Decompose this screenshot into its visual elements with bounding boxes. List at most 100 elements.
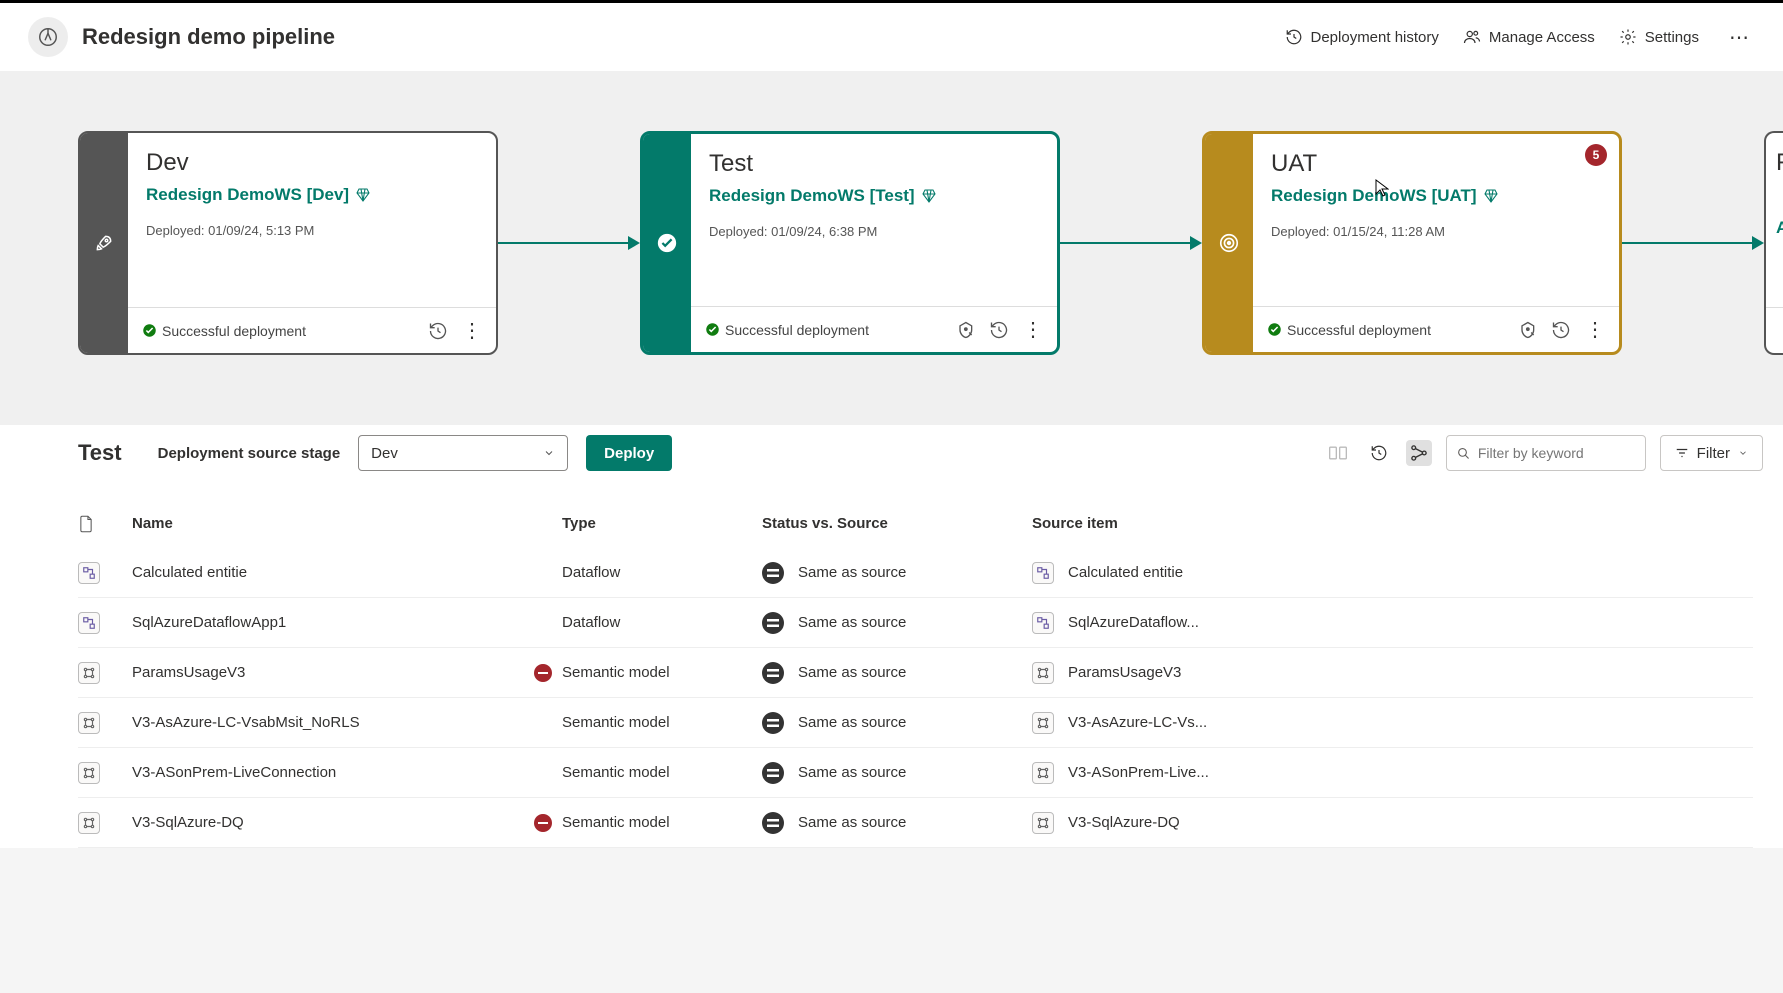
col-header-name[interactable]: Name	[132, 515, 562, 532]
stage-workspace-uat[interactable]: Redesign DemoWS [UAT]	[1271, 186, 1601, 206]
item-status: Same as source	[798, 714, 906, 731]
table-row[interactable]: SqlAzureDataflowApp1DataflowSame as sour…	[78, 598, 1753, 648]
col-header-source[interactable]: Source item	[1032, 515, 1753, 532]
gear-icon	[1619, 28, 1637, 46]
rules-icon[interactable]	[955, 320, 975, 340]
filter-icon	[1675, 446, 1689, 460]
cursor-icon	[1375, 179, 1389, 197]
table-row[interactable]: V3-ASonPrem-LiveConnection Semantic model…	[78, 748, 1753, 798]
deploy-button[interactable]: Deploy	[586, 435, 672, 471]
stage-card-uat[interactable]: 5 UAT Redesign DemoWS [UAT] Deployed: 01…	[1202, 131, 1622, 355]
table-row[interactable]: V3-SqlAzure-DQSemantic modelSame as sour…	[78, 798, 1753, 848]
item-type: Semantic model	[562, 714, 762, 731]
filter-button-label: Filter	[1697, 445, 1730, 462]
refresh-icon[interactable]	[1366, 440, 1392, 466]
people-icon	[1463, 28, 1481, 46]
warning-icon	[534, 814, 552, 832]
manage-access-button[interactable]: Manage Access	[1463, 28, 1595, 46]
history-icon[interactable]	[989, 320, 1009, 340]
table-row[interactable]: V3-AsAzure-LC-VsabMsit_NoRLS Semantic mod…	[78, 698, 1753, 748]
source-item-name: V3-AsAzure-LC-Vs...	[1068, 714, 1207, 731]
stage-workspace-dev[interactable]: Redesign DemoWS [Dev]	[146, 185, 478, 205]
status-equal-icon	[762, 662, 784, 684]
model-icon	[1032, 662, 1054, 684]
source-stage-value: Dev	[371, 445, 398, 462]
compare-view-icon[interactable]	[1324, 440, 1352, 466]
item-status: Same as source	[798, 764, 906, 781]
lower-toolbar: Filter	[1324, 435, 1763, 471]
source-item-name: V3-ASonPrem-Live...	[1068, 764, 1209, 781]
stage-card-test[interactable]: Test Redesign DemoWS [Test] Deployed: 01…	[640, 131, 1060, 355]
table-row[interactable]: Calculated entitieDataflowSame as source…	[78, 548, 1753, 598]
status-equal-icon	[762, 562, 784, 584]
model-icon	[1032, 712, 1054, 734]
stage-footer-test: Successful deployment ⋮	[691, 306, 1057, 352]
search-icon	[1457, 446, 1470, 461]
history-icon[interactable]	[428, 321, 448, 341]
header: Redesign demo pipeline Deployment histor…	[0, 3, 1783, 71]
item-name: V3-ASonPrem-LiveConnection	[132, 764, 336, 781]
source-item-name: ParamsUsageV3	[1068, 664, 1181, 681]
item-name: ParamsUsageV3	[132, 664, 245, 681]
header-left: Redesign demo pipeline	[28, 17, 335, 57]
stage-card-dev[interactable]: Dev Redesign DemoWS [Dev] Deployed: 01/0…	[78, 131, 498, 355]
stage-card-partial[interactable]: F A	[1764, 131, 1783, 355]
item-name: V3-SqlAzure-DQ	[132, 814, 244, 831]
history-icon[interactable]	[1551, 320, 1571, 340]
item-name: V3-AsAzure-LC-VsabMsit_NoRLS	[132, 714, 360, 731]
rules-icon[interactable]	[1517, 320, 1537, 340]
table-row[interactable]: ParamsUsageV3Semantic modelSame as sourc…	[78, 648, 1753, 698]
stages-row: Dev Redesign DemoWS [Dev] Deployed: 01/0…	[0, 131, 1783, 355]
item-type: Semantic model	[562, 764, 762, 781]
source-stage-select[interactable]: Dev	[358, 435, 568, 471]
chevron-down-icon	[543, 447, 555, 459]
filter-button[interactable]: Filter	[1660, 435, 1763, 471]
model-icon	[78, 662, 100, 684]
partial-name: F	[1766, 133, 1783, 218]
col-header-status[interactable]: Status vs. Source	[762, 515, 1032, 532]
item-name: SqlAzureDataflowApp1	[132, 614, 286, 631]
stage-badge-uat[interactable]: 5	[1585, 144, 1607, 166]
stage-more-uat[interactable]: ⋮	[1585, 317, 1605, 342]
partial-ws: A	[1766, 218, 1783, 238]
diamond-icon	[921, 188, 937, 204]
stage-sidebar-uat	[1205, 134, 1253, 352]
success-icon	[1267, 322, 1282, 337]
stage-workspace-test[interactable]: Redesign DemoWS [Test]	[709, 186, 1039, 206]
filter-keyword-field[interactable]	[1478, 445, 1635, 461]
stage-more-dev[interactable]: ⋮	[462, 318, 482, 343]
stage-more-test[interactable]: ⋮	[1023, 317, 1043, 342]
source-stage-label: Deployment source stage	[158, 445, 341, 462]
deployment-history-label: Deployment history	[1311, 29, 1439, 46]
diamond-icon	[1483, 188, 1499, 204]
rocket-icon	[94, 233, 114, 253]
success-icon	[705, 322, 720, 337]
stage-sidebar-test	[643, 134, 691, 352]
stage-status-uat: Successful deployment	[1287, 322, 1431, 338]
stage-deployed-dev: Deployed: 01/09/24, 5:13 PM	[146, 223, 478, 238]
settings-button[interactable]: Settings	[1619, 28, 1699, 46]
history-icon	[1285, 28, 1303, 46]
settings-label: Settings	[1645, 29, 1699, 46]
model-icon	[78, 812, 100, 834]
page-title: Redesign demo pipeline	[82, 24, 335, 50]
status-equal-icon	[762, 812, 784, 834]
stage-body-uat: 5 UAT Redesign DemoWS [UAT] Deployed: 01…	[1253, 134, 1619, 352]
more-menu-button[interactable]: ⋯	[1723, 25, 1755, 50]
filter-keyword-input[interactable]	[1446, 435, 1646, 471]
file-icon	[78, 515, 94, 533]
model-icon	[1032, 762, 1054, 784]
item-type: Dataflow	[562, 614, 762, 631]
lineage-icon[interactable]	[1406, 440, 1432, 466]
col-header-type[interactable]: Type	[562, 515, 762, 532]
arrow-uat-next	[1622, 236, 1764, 250]
source-item-name: SqlAzureDataflow...	[1068, 614, 1199, 631]
lower-header: Test Deployment source stage Dev Deploy	[0, 425, 1783, 482]
model-icon	[78, 712, 100, 734]
table-body: Calculated entitieDataflowSame as source…	[78, 548, 1753, 848]
chevron-down-icon	[1738, 448, 1748, 458]
header-actions: Deployment history Manage Access Setting…	[1285, 25, 1756, 50]
target-icon	[1218, 232, 1240, 254]
deployment-history-button[interactable]: Deployment history	[1285, 28, 1439, 46]
check-circle-icon	[656, 232, 678, 254]
